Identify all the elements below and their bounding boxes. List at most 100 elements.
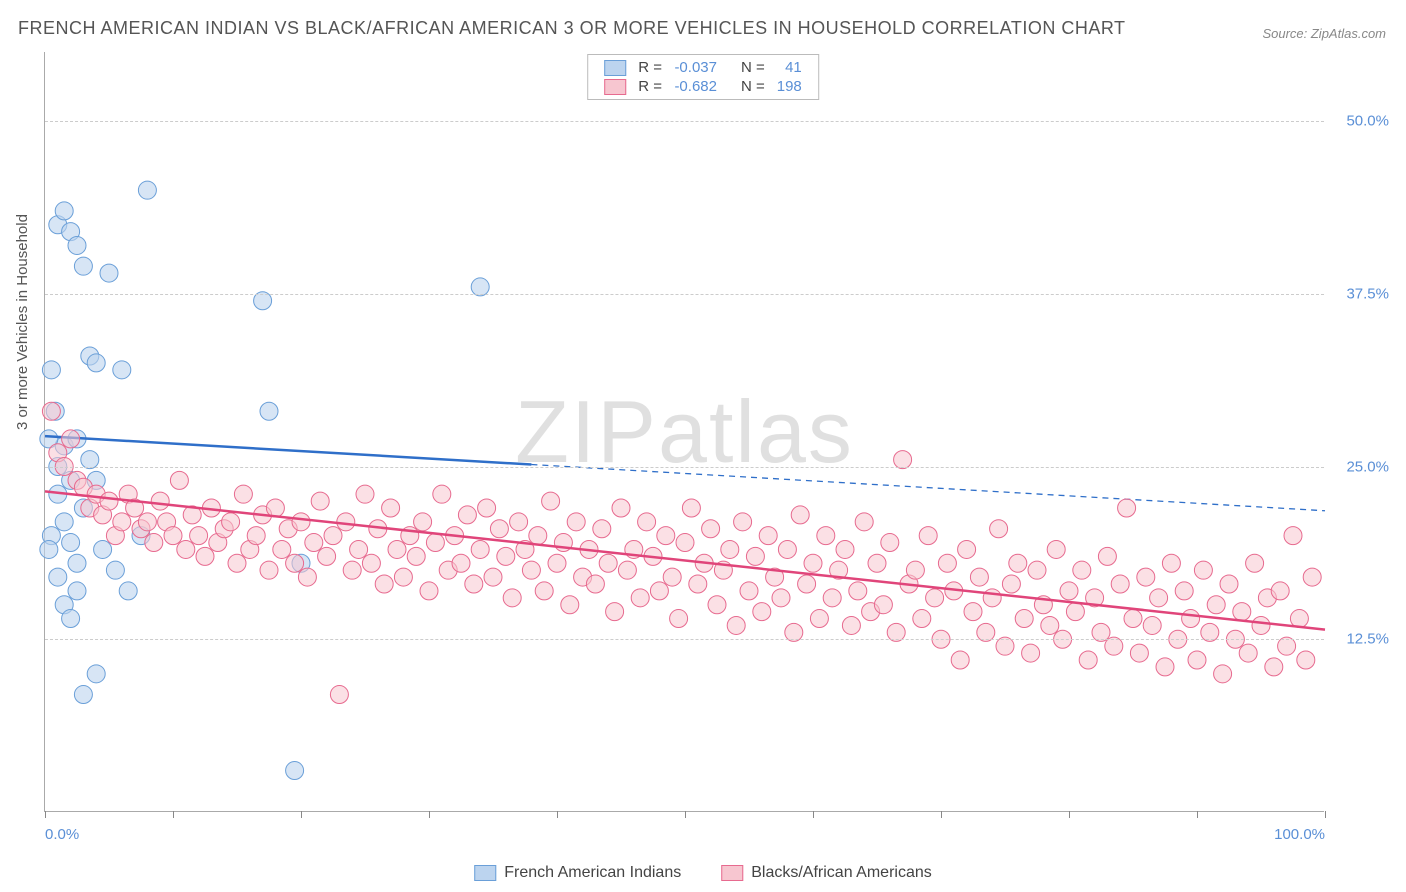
- data-point: [1124, 610, 1142, 628]
- data-point: [1079, 651, 1097, 669]
- x-tick: [1197, 811, 1198, 818]
- data-point: [1137, 568, 1155, 586]
- data-point: [433, 485, 451, 503]
- data-point: [721, 540, 739, 558]
- data-point: [1143, 616, 1161, 634]
- y-tick-label: 12.5%: [1346, 631, 1389, 648]
- data-point: [305, 534, 323, 552]
- data-point: [778, 540, 796, 558]
- data-point: [113, 361, 131, 379]
- data-point: [490, 520, 508, 538]
- data-point: [983, 589, 1001, 607]
- chart-title: FRENCH AMERICAN INDIAN VS BLACK/AFRICAN …: [18, 18, 1126, 39]
- data-point: [599, 554, 617, 572]
- data-point: [286, 554, 304, 572]
- x-tick: [1069, 811, 1070, 818]
- data-point: [727, 616, 745, 634]
- legend-row: R =-0.037N =41: [598, 58, 808, 77]
- data-point: [593, 520, 611, 538]
- data-point: [1246, 554, 1264, 572]
- data-point: [1271, 582, 1289, 600]
- data-point: [836, 540, 854, 558]
- data-point: [324, 527, 342, 545]
- data-point: [740, 582, 758, 600]
- data-point: [810, 610, 828, 628]
- data-point: [1182, 610, 1200, 628]
- x-tick: [1325, 811, 1326, 818]
- data-point: [478, 499, 496, 517]
- data-point: [1290, 610, 1308, 628]
- legend-row: R =-0.682N =198: [598, 77, 808, 96]
- data-point: [1175, 582, 1193, 600]
- y-tick-label: 37.5%: [1346, 285, 1389, 302]
- data-point: [1220, 575, 1238, 593]
- data-point: [772, 589, 790, 607]
- data-point: [222, 513, 240, 531]
- data-point: [247, 527, 265, 545]
- data-point: [618, 561, 636, 579]
- legend-label: Blacks/African Americans: [751, 864, 932, 882]
- data-point: [1265, 658, 1283, 676]
- data-point: [266, 499, 284, 517]
- data-point: [1284, 527, 1302, 545]
- data-point: [68, 554, 86, 572]
- x-tick: [45, 811, 46, 818]
- data-point: [682, 499, 700, 517]
- data-point: [292, 513, 310, 531]
- data-point: [759, 527, 777, 545]
- legend-r-value: -0.682: [668, 77, 723, 96]
- data-point: [484, 568, 502, 586]
- data-point: [458, 506, 476, 524]
- data-point: [535, 582, 553, 600]
- data-point: [119, 582, 137, 600]
- data-point: [452, 554, 470, 572]
- data-point: [561, 596, 579, 614]
- data-point: [68, 582, 86, 600]
- data-point: [612, 499, 630, 517]
- data-point: [670, 610, 688, 628]
- data-point: [62, 534, 80, 552]
- y-tick-label: 25.0%: [1346, 458, 1389, 475]
- data-point: [1118, 499, 1136, 517]
- data-point: [753, 603, 771, 621]
- data-point: [330, 686, 348, 704]
- data-point: [1130, 644, 1148, 662]
- x-tick-label: 100.0%: [1274, 826, 1325, 843]
- data-point: [1239, 644, 1257, 662]
- data-point: [510, 513, 528, 531]
- data-point: [503, 589, 521, 607]
- data-point: [286, 762, 304, 780]
- data-point: [1207, 596, 1225, 614]
- data-point: [1060, 582, 1078, 600]
- data-point: [74, 257, 92, 275]
- data-point: [42, 361, 60, 379]
- data-point: [708, 596, 726, 614]
- data-point: [1015, 610, 1033, 628]
- data-point: [1047, 540, 1065, 558]
- data-point: [1041, 616, 1059, 634]
- legend-label: French American Indians: [504, 864, 681, 882]
- data-point: [817, 527, 835, 545]
- regression-line-dashed: [531, 465, 1325, 511]
- data-point: [631, 589, 649, 607]
- data-point: [868, 554, 886, 572]
- data-point: [958, 540, 976, 558]
- legend-item: Blacks/African Americans: [721, 864, 932, 882]
- gridline: [45, 639, 1324, 640]
- data-point: [689, 575, 707, 593]
- data-point: [1188, 651, 1206, 669]
- data-point: [1252, 616, 1270, 634]
- data-point: [356, 485, 374, 503]
- data-point: [1111, 575, 1129, 593]
- data-point: [196, 547, 214, 565]
- data-point: [1150, 589, 1168, 607]
- data-point: [586, 575, 604, 593]
- x-tick: [813, 811, 814, 818]
- data-point: [337, 513, 355, 531]
- data-point: [919, 527, 937, 545]
- data-point: [298, 568, 316, 586]
- data-point: [663, 568, 681, 586]
- source-attribution: Source: ZipAtlas.com: [1262, 26, 1386, 41]
- data-point: [951, 651, 969, 669]
- data-point: [938, 554, 956, 572]
